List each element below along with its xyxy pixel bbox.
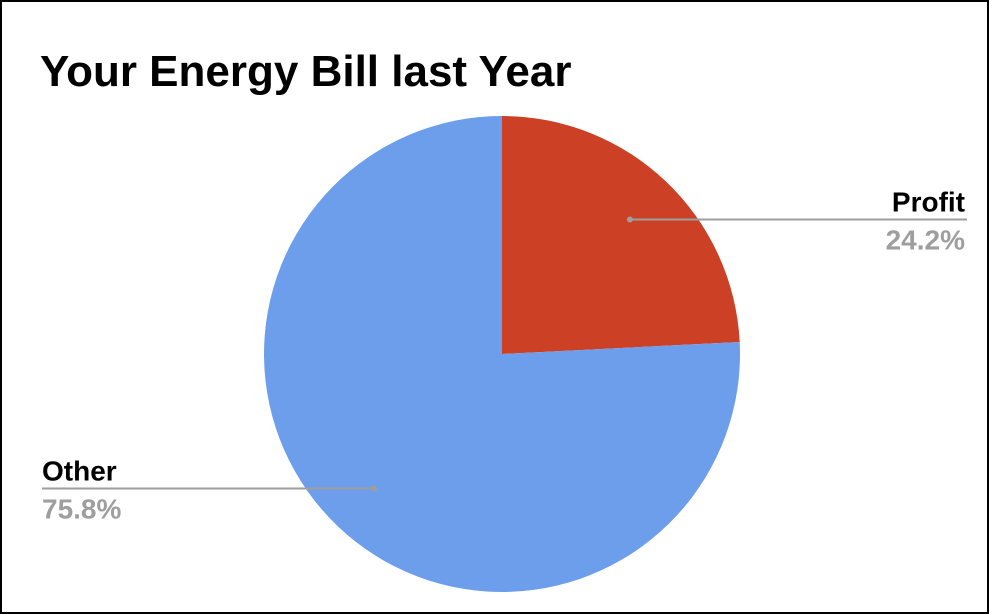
slice-label-profit: Profit xyxy=(892,186,965,217)
slice-percent-other: 75.8% xyxy=(42,494,121,525)
chart-title: Your Energy Bill last Year xyxy=(40,47,571,96)
leader-dot-other xyxy=(371,485,378,492)
pie-slice-profit xyxy=(502,116,740,354)
pie-slices xyxy=(264,116,740,593)
slice-label-other: Other xyxy=(42,456,117,487)
slice-percent-profit: 24.2% xyxy=(886,224,965,255)
leader-dot-profit xyxy=(626,216,633,223)
pie-slice-other xyxy=(264,116,740,593)
slice-labels: Profit 24.2% Other 75.8% xyxy=(42,186,967,525)
